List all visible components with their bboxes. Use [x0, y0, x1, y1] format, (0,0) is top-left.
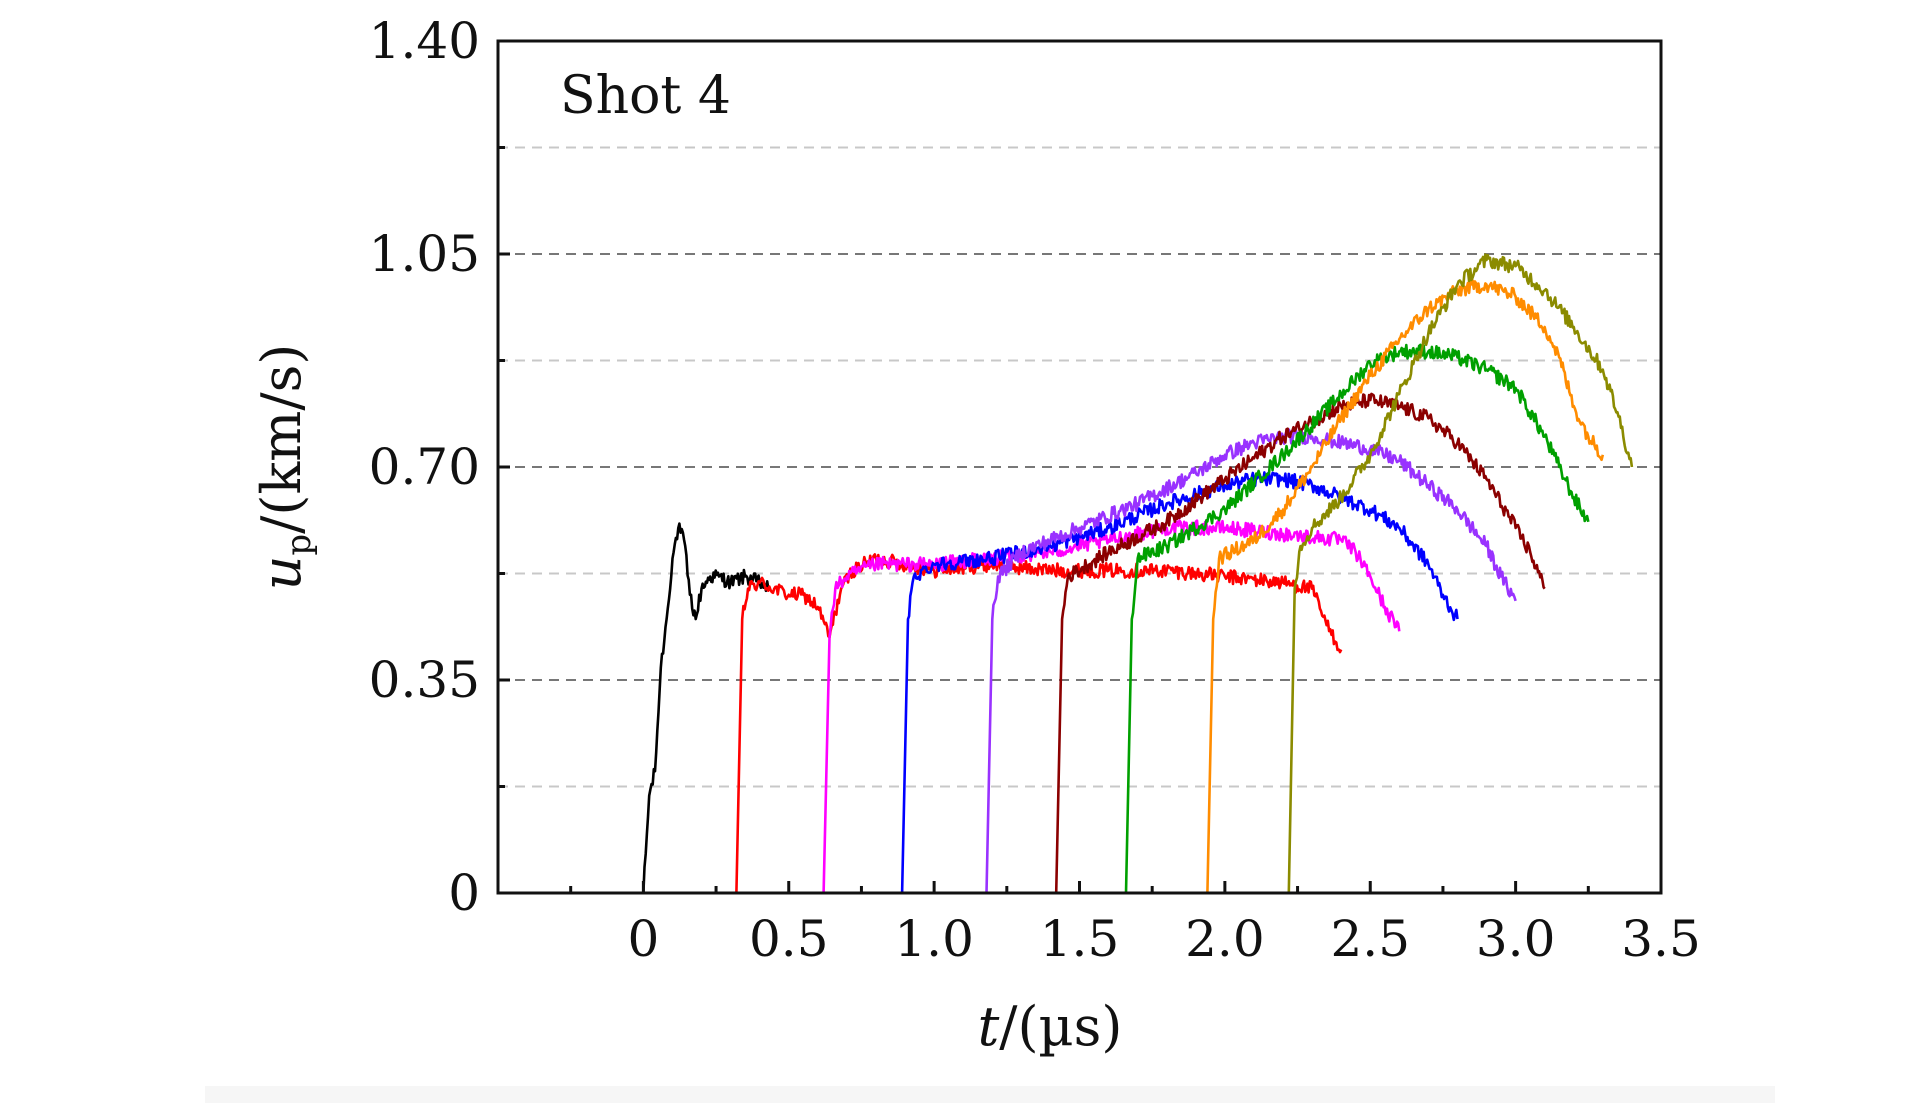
- bottom-strip: [205, 1086, 1775, 1103]
- y-tick-label: 1.40: [369, 12, 480, 70]
- y-tick-label: 0.35: [369, 651, 480, 709]
- x-tick-label: 2.5: [1330, 910, 1410, 968]
- series-line-3: [822, 519, 1401, 894]
- series-line-9: [1287, 253, 1634, 894]
- series-layer: [642, 253, 1634, 894]
- grid-layer: [498, 146, 1661, 788]
- y-axis-title: up/(km/s): [250, 344, 319, 591]
- y-tick-label: 0: [448, 864, 480, 922]
- series-line-7: [1124, 343, 1590, 894]
- ticks-layer: [498, 39, 1663, 895]
- labels-layer: 0 0.35 0.70 1.05 1.40 0 0.5 1.0 1.5 2.0 2.5 3.0 3.5: [369, 12, 1701, 968]
- shot-annotation: Shot 4: [560, 66, 731, 126]
- x-tick-label: 2.0: [1185, 910, 1265, 968]
- x-tick-label: 0.5: [749, 910, 829, 968]
- series-line-5: [985, 428, 1517, 894]
- x-axis-title: t/(µs): [978, 995, 1123, 1058]
- series-line-1: [642, 522, 770, 894]
- series-line-8: [1206, 279, 1605, 894]
- x-tick-label: 3.0: [1476, 910, 1556, 968]
- series-line-4: [900, 471, 1459, 894]
- x-tick-label: 1.5: [1040, 910, 1120, 968]
- x-tick-label: 3.5: [1621, 910, 1701, 968]
- series-line-6: [1054, 392, 1546, 894]
- x-tick-label: 0: [627, 910, 659, 968]
- y-tick-label: 1.05: [369, 225, 480, 283]
- y-tick-label: 0.70: [369, 438, 480, 496]
- x-tick-label: 1.0: [894, 910, 974, 968]
